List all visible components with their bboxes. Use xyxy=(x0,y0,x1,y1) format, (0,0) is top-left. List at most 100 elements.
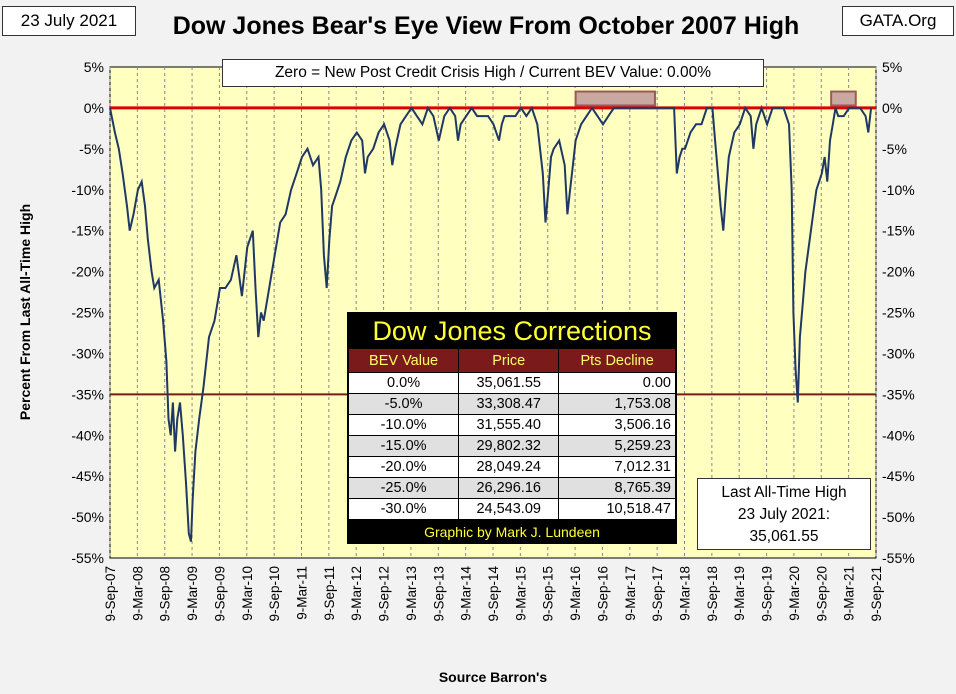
y-tick-label-right: -30% xyxy=(882,345,915,361)
header-pts-decline: Pts Decline xyxy=(558,348,676,373)
y-tick-label-left: -5% xyxy=(79,141,104,157)
cell-bev: -10.0% xyxy=(347,414,460,436)
corrections-table-panel: Dow Jones Corrections BEV Value Price Pt… xyxy=(347,312,677,544)
subtitle-box: Zero = New Post Credit Crisis High / Cur… xyxy=(222,59,764,87)
x-tick-label: 9-Mar-10 xyxy=(240,566,255,621)
table-row: -10.0% 31,555.40 3,506.16 xyxy=(347,414,676,436)
x-tick-label: 9-Mar-09 xyxy=(185,566,200,621)
table-row: -15.0% 29,802.32 5,259.23 xyxy=(347,435,676,457)
x-tick-label: 9-Mar-08 xyxy=(130,566,145,621)
ath-line-3: 35,061.55 xyxy=(749,528,819,545)
y-tick-label-right: -25% xyxy=(882,305,915,321)
cell-price: 26,296.16 xyxy=(458,477,560,499)
x-tick-label: 9-Sep-09 xyxy=(212,566,227,622)
x-axis-title: Source Barron's xyxy=(439,669,548,685)
x-tick-label: 9-Sep-19 xyxy=(760,566,775,622)
y-axis-right-labels: 5% 0% -5% -10% -15% -20% -25% -30% -35% -40% -45% -… xyxy=(882,59,915,566)
date-label: 23 July 2021 xyxy=(2,6,136,36)
y-tick-label-left: -45% xyxy=(71,468,104,484)
cell-price: 24,543.09 xyxy=(458,498,560,520)
y-tick-label-right: -15% xyxy=(882,223,915,239)
x-tick-label: 9-Sep-20 xyxy=(814,566,829,622)
y-tick-label-left: -50% xyxy=(71,509,104,525)
y-tick-label-right: -20% xyxy=(882,264,915,280)
y-tick-label-left: -30% xyxy=(71,345,104,361)
y-tick-label-right: -40% xyxy=(882,427,915,443)
x-tick-label: 9-Mar-15 xyxy=(513,566,528,621)
bev-series-line xyxy=(109,104,873,542)
table-row: -20.0% 28,049.24 7,012.31 xyxy=(347,456,676,478)
y-tick-label-left: 0% xyxy=(84,100,104,116)
x-tick-label: 9-Mar-11 xyxy=(295,566,310,620)
chart-title: Dow Jones Bear's Eye View From October 2… xyxy=(172,12,800,40)
table-row: -30.0% 24,543.09 10,518.47 xyxy=(347,498,676,520)
cell-bev: -25.0% xyxy=(347,477,460,499)
y-tick-label-right: 0% xyxy=(882,100,902,116)
ath-line-1: Last All-Time High xyxy=(721,484,847,501)
y-tick-label-left: -40% xyxy=(71,427,104,443)
corrections-header-row: BEV Value Price Pts Decline xyxy=(347,348,676,373)
y-axis-title: Percent From Last All-Time High xyxy=(17,204,33,420)
cell-bev: 0.0% xyxy=(347,372,460,394)
x-tick-label: 9-Mar-14 xyxy=(459,566,474,621)
x-tick-label: 9-Mar-13 xyxy=(404,566,419,621)
y-tick-label-left: -20% xyxy=(71,264,104,280)
cell-bev: -5.0% xyxy=(347,393,460,415)
x-tick-label: 9-Mar-16 xyxy=(568,566,583,621)
cell-price: 28,049.24 xyxy=(458,456,560,478)
cell-decline: 8,765.39 xyxy=(558,477,676,499)
y-tick-label-right: -45% xyxy=(882,468,915,484)
cell-price: 35,061.55 xyxy=(458,372,560,394)
x-tick-label: 9-Mar-21 xyxy=(842,566,857,621)
last-all-time-high-box: Last All-Time High 23 July 2021: 35,061.… xyxy=(697,478,871,550)
cell-price: 29,802.32 xyxy=(458,435,560,457)
corrections-table: BEV Value Price Pts Decline 0.0% 35,061.… xyxy=(347,348,676,520)
x-tick-label: 9-Sep-15 xyxy=(541,566,556,622)
corrections-footer: Graphic by Mark J. Lundeen xyxy=(424,524,600,540)
y-tick-label-left: -55% xyxy=(71,550,104,566)
x-axis-labels: 9-Sep-07 9-Mar-08 9-Sep-08 9-Mar-09 9-Sep-09… xyxy=(103,566,884,622)
x-tick-label: 9-Sep-17 xyxy=(650,566,665,622)
highlight-box xyxy=(574,90,656,107)
y-tick-label-right: -10% xyxy=(882,182,915,198)
cell-decline: 0.00 xyxy=(558,372,676,394)
x-tick-label: 9-Sep-10 xyxy=(267,566,282,622)
x-tick-label: 9-Sep-07 xyxy=(103,566,118,622)
y-tick-label-right: -50% xyxy=(882,509,915,525)
y-tick-label-left: -15% xyxy=(71,223,104,239)
y-tick-label-right: 5% xyxy=(882,59,902,75)
x-tick-label: 9-Mar-20 xyxy=(787,566,802,621)
highlight-box xyxy=(830,90,857,107)
x-tick-label: 9-Sep-16 xyxy=(595,566,610,622)
x-tick-label: 9-Mar-18 xyxy=(678,566,693,621)
header-bev-value: BEV Value xyxy=(347,348,460,373)
y-tick-label-right: -5% xyxy=(882,141,907,157)
y-tick-label-right: -35% xyxy=(882,386,915,402)
cell-bev: -15.0% xyxy=(347,435,460,457)
y-tick-label-left: -25% xyxy=(71,305,104,321)
x-tick-label: 9-Mar-19 xyxy=(732,566,747,621)
cell-bev: -30.0% xyxy=(347,498,460,520)
y-tick-label-right: -55% xyxy=(882,550,915,566)
ath-line-2: 23 July 2021: xyxy=(737,506,831,523)
x-tick-label: 9-Sep-13 xyxy=(431,566,446,622)
x-tick-label: 9-Sep-12 xyxy=(377,566,392,622)
x-tick-label: 9-Mar-12 xyxy=(349,566,364,621)
y-tick-label-left: -35% xyxy=(71,386,104,402)
x-tick-label: 9-Sep-08 xyxy=(158,566,173,622)
x-tick-label: 9-Sep-11 xyxy=(322,566,337,621)
cell-price: 33,308.47 xyxy=(458,393,560,415)
cell-bev: -20.0% xyxy=(347,456,460,478)
site-label: GATA.Org xyxy=(842,6,954,36)
x-tick-label: 9-Mar-17 xyxy=(623,566,638,621)
cell-decline: 1,753.08 xyxy=(558,393,676,415)
cell-price: 31,555.40 xyxy=(458,414,560,436)
table-row: -5.0% 33,308.47 1,753.08 xyxy=(347,393,676,415)
table-row: -25.0% 26,296.16 8,765.39 xyxy=(347,477,676,499)
x-tick-label: 9-Sep-14 xyxy=(486,566,501,622)
y-tick-label-left: -10% xyxy=(71,182,104,198)
y-tick-label-left: 5% xyxy=(84,59,104,75)
highlight-boxes xyxy=(574,90,857,107)
x-tick-label: 9-Sep-18 xyxy=(705,566,720,622)
header-price: Price xyxy=(458,348,560,373)
